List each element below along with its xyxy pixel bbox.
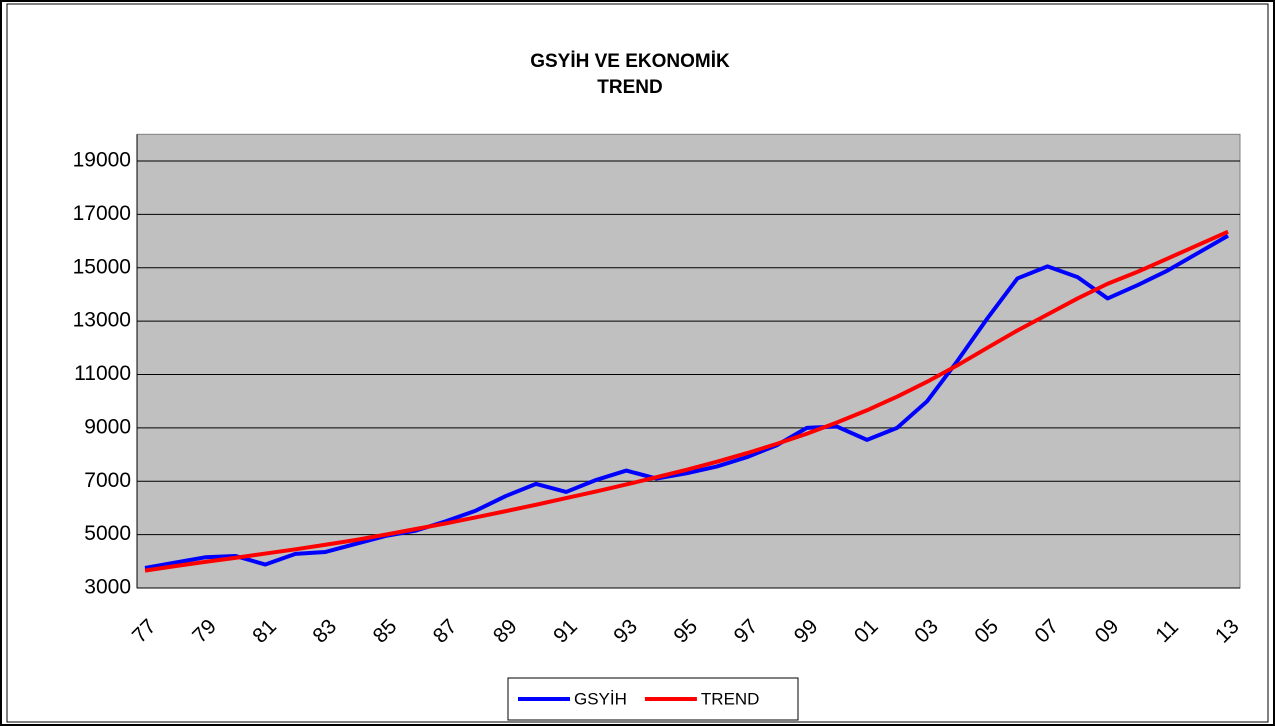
y-tick-label: 3000 xyxy=(84,576,131,599)
chart-title: TREND xyxy=(597,77,662,98)
series-line xyxy=(144,233,1229,570)
chart-title: GSYİH VE EKONOMİK xyxy=(530,51,730,72)
y-tick-label: 7000 xyxy=(84,469,131,492)
plot-area xyxy=(136,133,1241,589)
y-tick-label: 9000 xyxy=(84,415,131,438)
legend-label: TREND xyxy=(701,689,760,708)
y-tick-label: 17000 xyxy=(73,202,131,225)
y-tick-label: 13000 xyxy=(73,309,131,332)
y-tick-label: 11000 xyxy=(74,362,131,385)
legend-label: GSYİH xyxy=(574,689,627,708)
y-tick-label: 19000 xyxy=(73,149,131,172)
y-tick-label: 5000 xyxy=(84,522,131,545)
series-line xyxy=(144,229,1229,573)
y-tick-label: 15000 xyxy=(73,255,131,278)
inner-border xyxy=(6,3,1269,723)
